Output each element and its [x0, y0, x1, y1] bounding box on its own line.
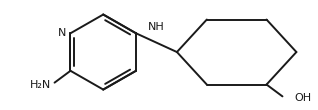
Text: OH: OH: [294, 93, 312, 103]
Text: NH: NH: [148, 22, 165, 32]
Text: H₂N: H₂N: [30, 80, 52, 90]
Text: N: N: [58, 28, 66, 38]
